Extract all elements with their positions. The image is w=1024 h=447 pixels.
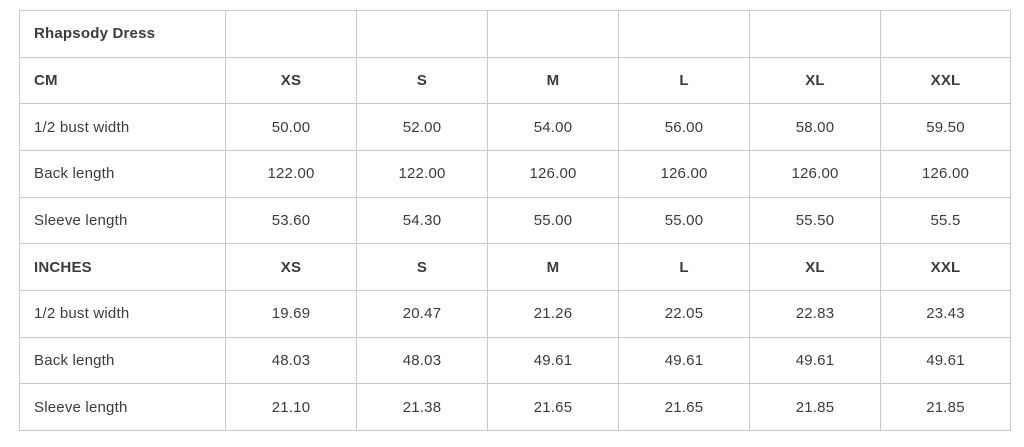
value-cell: 21.65 <box>618 383 750 431</box>
value-cell: 50.00 <box>225 103 357 151</box>
size-header-s: S <box>356 243 488 291</box>
size-header-xl: XL <box>749 243 881 291</box>
value-cell: 56.00 <box>618 103 750 151</box>
chart-title: Rhapsody Dress <box>19 10 226 58</box>
value-cell: 49.61 <box>618 336 750 385</box>
value-cell: 22.83 <box>749 289 881 338</box>
value-cell: 20.47 <box>356 289 488 338</box>
value-cell: 55.50 <box>749 196 881 245</box>
value-cell: 126.00 <box>618 149 750 198</box>
size-header-xs: XS <box>225 243 357 291</box>
value-cell: 55.00 <box>618 196 750 245</box>
value-cell: 21.26 <box>487 289 619 338</box>
value-cell: 21.85 <box>749 383 881 431</box>
cm-sleeve-length-row: Sleeve length 53.60 54.30 55.00 55.00 55… <box>19 196 1011 245</box>
size-header-xs: XS <box>225 56 357 105</box>
measurement-label: Back length <box>19 336 226 385</box>
size-header-l: L <box>618 56 750 105</box>
size-header-xl: XL <box>749 56 881 105</box>
unit-label-cm: CM <box>19 56 226 105</box>
size-header-l: L <box>618 243 750 291</box>
value-cell: 53.60 <box>225 196 357 245</box>
size-chart-table: Rhapsody Dress CM XS S M L XL XXL 1/2 bu… <box>19 10 1011 431</box>
value-cell: 126.00 <box>487 149 619 198</box>
empty-cell <box>618 10 750 58</box>
value-cell: 58.00 <box>749 103 881 151</box>
value-cell: 55.00 <box>487 196 619 245</box>
empty-cell <box>749 10 881 58</box>
size-header-xxl: XXL <box>880 56 1011 105</box>
unit-label-inches: INCHES <box>19 243 226 291</box>
inches-header-row: INCHES XS S M L XL XXL <box>19 243 1011 291</box>
empty-cell <box>487 10 619 58</box>
value-cell: 21.38 <box>356 383 488 431</box>
value-cell: 48.03 <box>356 336 488 385</box>
size-header-s: S <box>356 56 488 105</box>
size-header-m: M <box>487 243 619 291</box>
value-cell: 19.69 <box>225 289 357 338</box>
value-cell: 23.43 <box>880 289 1011 338</box>
value-cell: 52.00 <box>356 103 488 151</box>
measurement-label: Sleeve length <box>19 383 226 431</box>
value-cell: 54.30 <box>356 196 488 245</box>
value-cell: 49.61 <box>880 336 1011 385</box>
measurement-label: Back length <box>19 149 226 198</box>
cm-header-row: CM XS S M L XL XXL <box>19 56 1011 105</box>
size-header-xxl: XXL <box>880 243 1011 291</box>
inches-sleeve-length-row: Sleeve length 21.10 21.38 21.65 21.65 21… <box>19 383 1011 431</box>
empty-cell <box>880 10 1011 58</box>
title-row: Rhapsody Dress <box>19 10 1011 58</box>
value-cell: 22.05 <box>618 289 750 338</box>
value-cell: 48.03 <box>225 336 357 385</box>
value-cell: 49.61 <box>487 336 619 385</box>
value-cell: 126.00 <box>880 149 1011 198</box>
value-cell: 122.00 <box>225 149 357 198</box>
cm-back-length-row: Back length 122.00 122.00 126.00 126.00 … <box>19 149 1011 198</box>
value-cell: 21.65 <box>487 383 619 431</box>
measurement-label: 1/2 bust width <box>19 103 226 151</box>
value-cell: 21.85 <box>880 383 1011 431</box>
value-cell: 122.00 <box>356 149 488 198</box>
value-cell: 59.50 <box>880 103 1011 151</box>
value-cell: 55.5 <box>880 196 1011 245</box>
value-cell: 21.10 <box>225 383 357 431</box>
value-cell: 54.00 <box>487 103 619 151</box>
measurement-label: 1/2 bust width <box>19 289 226 338</box>
empty-cell <box>225 10 357 58</box>
empty-cell <box>356 10 488 58</box>
cm-bust-width-row: 1/2 bust width 50.00 52.00 54.00 56.00 5… <box>19 103 1011 151</box>
inches-back-length-row: Back length 48.03 48.03 49.61 49.61 49.6… <box>19 336 1011 385</box>
measurement-label: Sleeve length <box>19 196 226 245</box>
size-header-m: M <box>487 56 619 105</box>
value-cell: 49.61 <box>749 336 881 385</box>
value-cell: 126.00 <box>749 149 881 198</box>
inches-bust-width-row: 1/2 bust width 19.69 20.47 21.26 22.05 2… <box>19 289 1011 338</box>
